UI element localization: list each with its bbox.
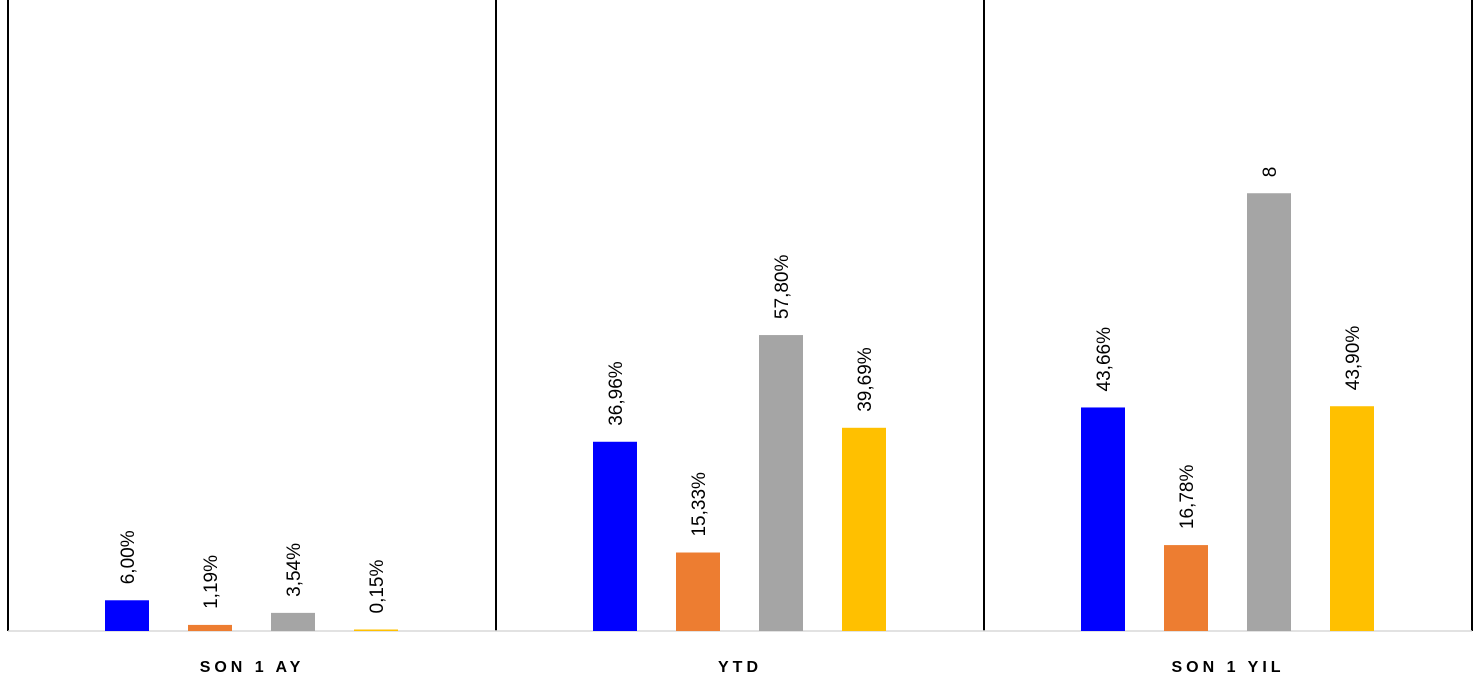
bar-1-2	[593, 441, 637, 631]
bar-1-1	[105, 600, 149, 631]
bar-2-1	[188, 624, 232, 631]
data-label: 8	[1260, 167, 1281, 178]
data-label: 57,80%	[772, 255, 793, 320]
category-label: YTD	[718, 659, 762, 676]
data-label: 6,00%	[118, 530, 139, 584]
bar-4-2	[842, 427, 886, 631]
data-labels-group: 6,00% 1,19% 3,54% 0,15% 36,96% 15,33% 57,80% 39…	[118, 167, 1364, 614]
data-label: 16,78%	[1177, 465, 1198, 530]
bar-3-3	[1247, 193, 1291, 632]
bar-2-3	[1164, 545, 1208, 631]
data-label: 1,19%	[201, 555, 222, 609]
bar-2-2	[676, 552, 720, 631]
bar-3-1	[271, 612, 315, 631]
bar-4-3	[1330, 406, 1374, 631]
data-label: 3,54%	[284, 543, 305, 597]
bar-3-2	[759, 335, 803, 631]
data-label: 0,15%	[367, 560, 388, 614]
data-label: 43,66%	[1094, 327, 1115, 392]
data-label: 43,90%	[1343, 326, 1364, 391]
bar-4-1	[354, 629, 398, 631]
data-label: 15,33%	[689, 472, 710, 537]
category-label: SON 1 AY	[200, 659, 305, 676]
category-label: SON 1 YIL	[1171, 659, 1284, 676]
category-labels-group: SON 1 AY YTD SON 1 YIL	[200, 659, 1284, 676]
data-label: 39,69%	[855, 347, 876, 412]
bars-group	[105, 193, 1374, 632]
data-label: 36,96%	[606, 361, 627, 426]
bar-1-3	[1081, 407, 1125, 631]
panel-dividers	[7, 0, 1473, 632]
